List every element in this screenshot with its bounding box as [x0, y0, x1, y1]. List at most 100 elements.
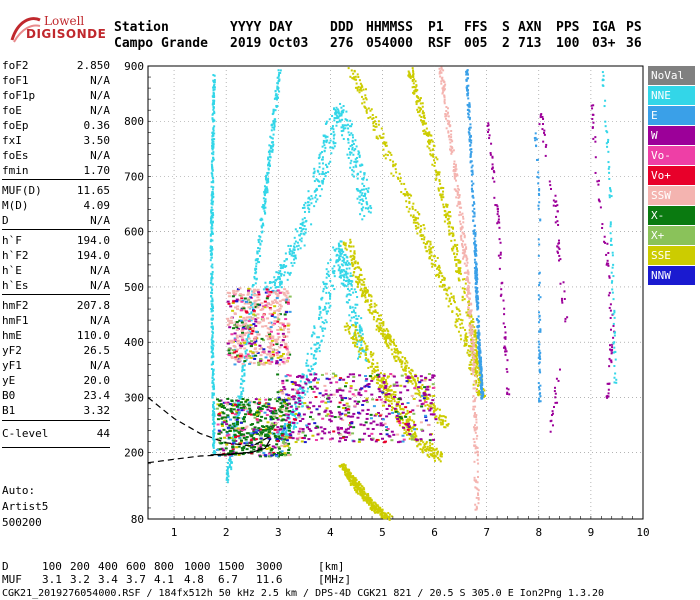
trace-nne-point [362, 176, 365, 179]
trace-w-point [504, 346, 507, 349]
trace-nne-point [255, 265, 258, 268]
trace-sse-point [414, 221, 417, 224]
trace-sse-point [386, 389, 389, 392]
trace-sse-point [377, 386, 380, 389]
trace-nne-point [350, 159, 353, 162]
trace-sse-point [399, 351, 402, 354]
param-name: B1 [2, 404, 16, 417]
trace-ssw-point [469, 334, 472, 337]
trace-nne-point [210, 199, 213, 202]
trace-w-point [491, 177, 494, 180]
trace-sse-point [366, 348, 369, 351]
trace-sse-point [363, 496, 366, 499]
trace-nne-point [238, 397, 241, 400]
trace-e-point [479, 364, 482, 367]
trace-e-point [473, 258, 476, 261]
trace-mixed-point [423, 386, 427, 389]
trace-sse-point [366, 300, 369, 303]
param-value: N/A [90, 214, 110, 227]
trace-nne-point [261, 223, 264, 226]
trace-w-point [592, 121, 595, 124]
trace-w-point [592, 104, 595, 107]
trace-sse-point [438, 418, 441, 421]
trace-sse-point [433, 255, 436, 258]
trace-e-point [479, 360, 482, 363]
trace-sse-point [410, 380, 413, 383]
trace-nne-point [615, 378, 618, 381]
trace-nne-point [268, 282, 271, 285]
trace-sse-point [358, 280, 361, 283]
trace-sse-point [365, 290, 368, 293]
trace-nne-point [327, 270, 330, 273]
trace-sse-point [406, 194, 409, 197]
trace-nne-point [305, 362, 308, 365]
trace-nne-point [211, 263, 214, 266]
trace-w-point [487, 124, 490, 127]
trace-nne-point [347, 131, 350, 134]
auto-label: Auto: [2, 484, 36, 497]
trace-e-point [473, 266, 476, 269]
trace-nne-point [209, 246, 212, 249]
trace-sse-point [352, 338, 355, 341]
trace-e-point [477, 352, 480, 355]
trace-nne-point [256, 250, 259, 253]
trace-ssw-point [474, 424, 477, 427]
trace-nne-point [607, 161, 610, 164]
trace-nne-point [322, 141, 325, 144]
trace-nne-point [241, 375, 244, 378]
trace-w-point [496, 207, 499, 210]
trace-nne-point [250, 312, 253, 315]
trace-nne-point [274, 120, 277, 123]
trace-nne-point [212, 331, 215, 334]
trace-nne-point [211, 325, 214, 328]
trace-ssw-point [440, 67, 443, 70]
trace-w-point [598, 199, 601, 202]
trace-sse-point [425, 447, 428, 450]
y-tick-label: 600 [124, 226, 144, 239]
trace-mixed-point [392, 433, 396, 436]
trace-ssw-point [469, 329, 472, 332]
trace-ssw-point [475, 507, 478, 510]
trace-nne-point [335, 114, 338, 117]
trace-sse-point [476, 388, 479, 391]
pps-value: 100 [556, 36, 580, 51]
trace-sse-point [379, 512, 382, 515]
trace-nne-point [245, 358, 248, 361]
trace-mixed-point [280, 391, 284, 394]
trace-nne-point [358, 324, 361, 327]
trace-sse-point [375, 505, 378, 508]
trace-nne-point [238, 395, 241, 398]
trace-sse-point [451, 249, 454, 252]
trace-sse-point [397, 177, 400, 180]
trace-nne-point [297, 394, 300, 397]
trace-sse-point [348, 330, 351, 333]
trace-sse-point [457, 269, 460, 272]
trace-sse-point [457, 268, 460, 271]
trace-mixed-point [372, 405, 376, 408]
trace-nne-point [315, 194, 318, 197]
trace-sse-point [396, 404, 399, 407]
trace-nne-point [273, 125, 276, 128]
trace-mixed-point [275, 431, 279, 434]
trace-ssw-point [451, 140, 454, 143]
trace-nne-point [211, 266, 214, 269]
trace-w-point [557, 223, 560, 226]
trace-w-point [503, 345, 506, 348]
trace-nne-point [310, 347, 313, 350]
trace-ssw-point [466, 287, 469, 290]
trace-e-point [481, 394, 484, 397]
trace-nne-point [310, 353, 313, 356]
trace-ssw-point [462, 257, 465, 260]
trace-nne-point [299, 247, 302, 250]
trace-sse-point [476, 350, 479, 353]
trace-nne-point [293, 251, 296, 254]
trace-mixed-point [324, 401, 328, 404]
trace-ssw-point [474, 405, 477, 408]
param-value: 207.8 [76, 299, 110, 312]
trace-sse-point [435, 174, 438, 177]
trace-nne-point [288, 252, 291, 255]
trace-nne-point [213, 439, 216, 442]
trace-nne-point [267, 168, 270, 171]
trace-sse-point [431, 443, 434, 446]
trace-sse-point [459, 334, 462, 337]
